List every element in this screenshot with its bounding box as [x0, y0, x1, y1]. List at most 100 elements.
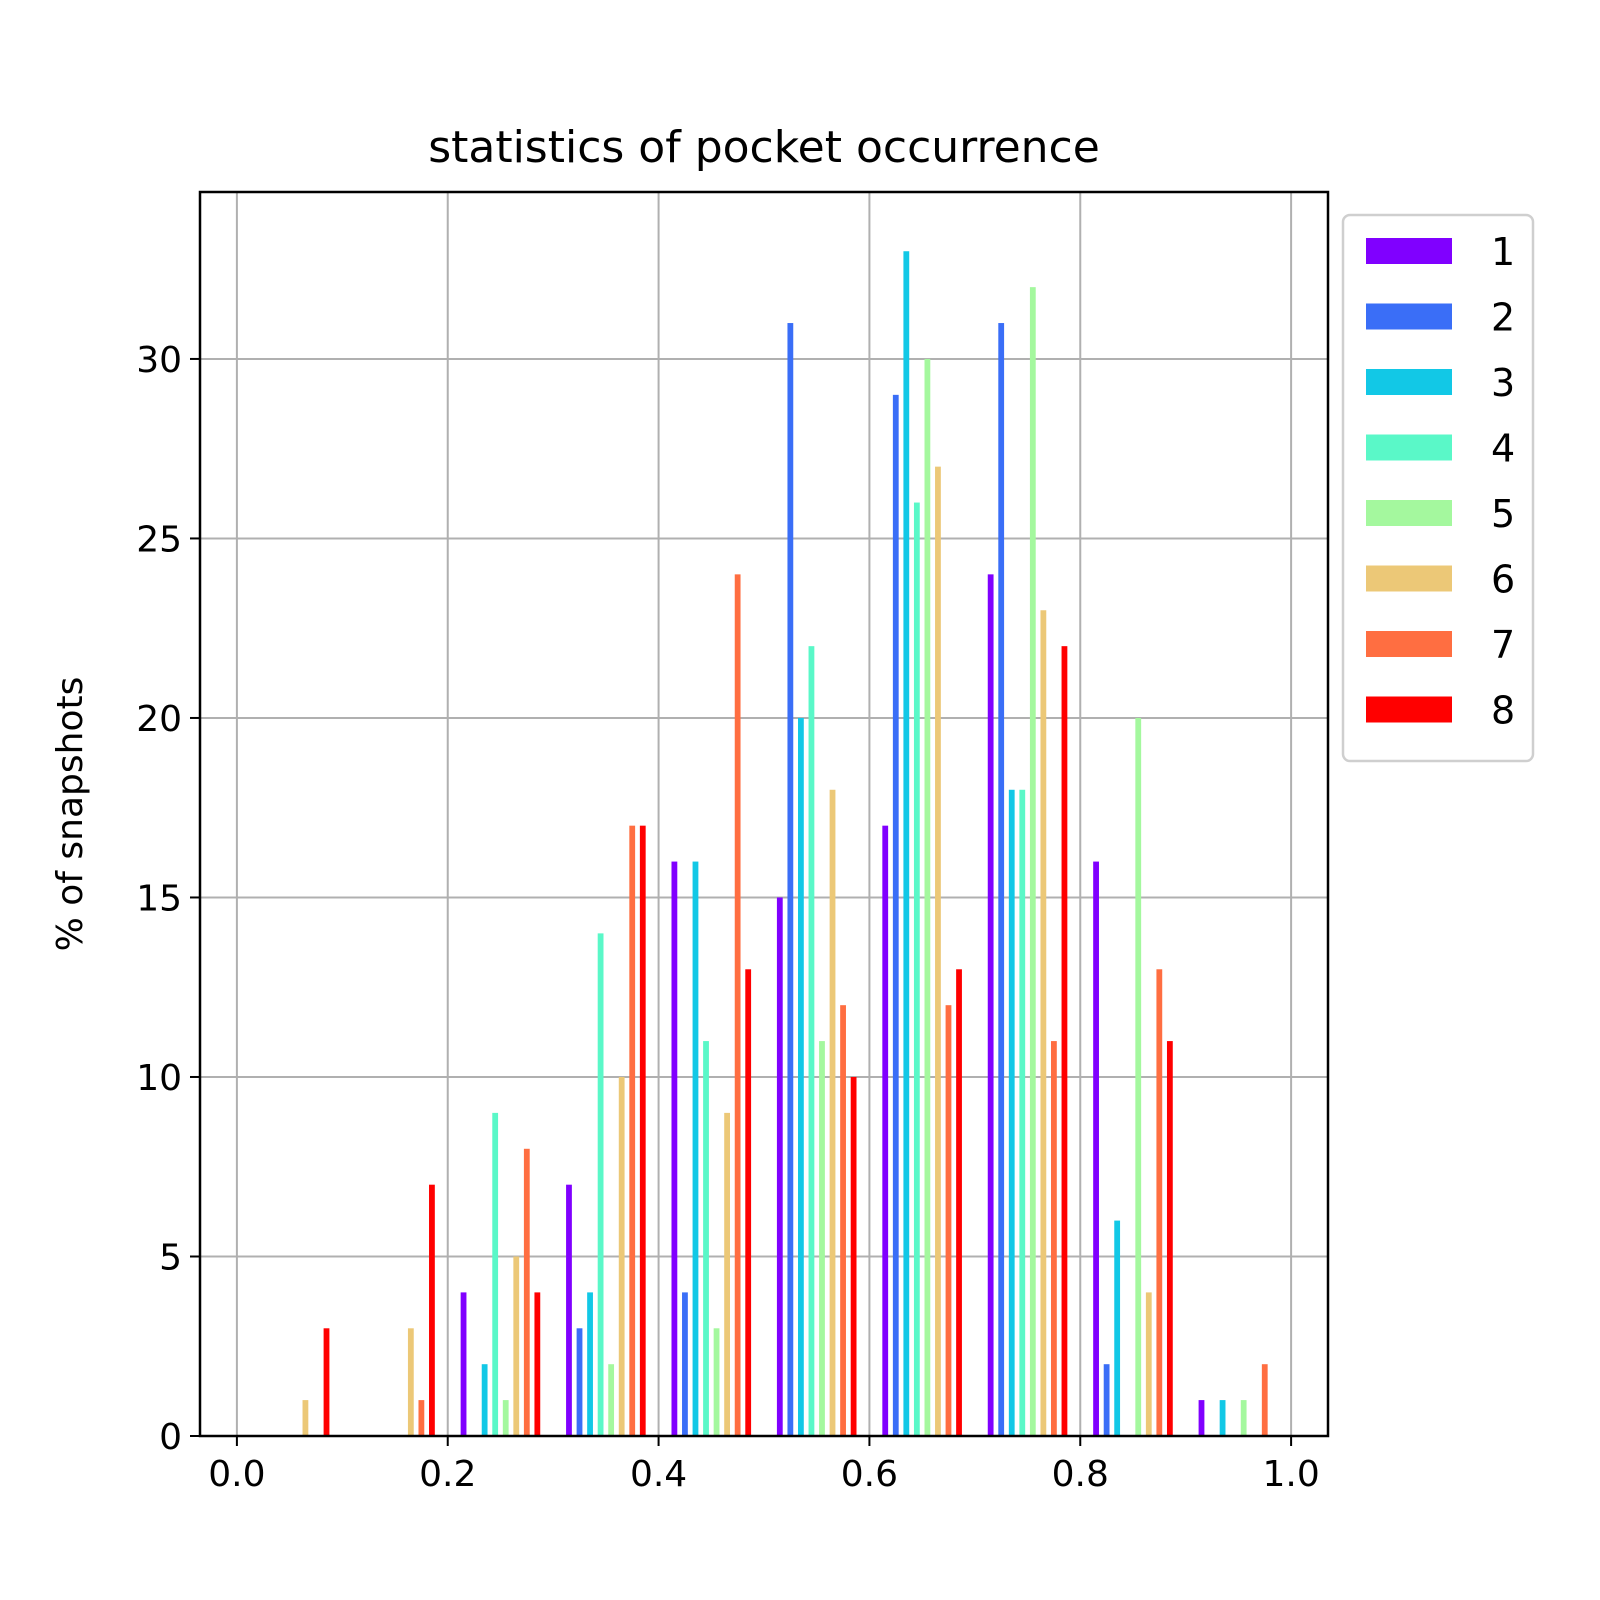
legend: 1 2 3 4 5 6 7 8	[1341, 213, 1535, 763]
legend-swatch-3	[1366, 369, 1452, 395]
bar-series-5	[502, 1400, 509, 1436]
x-tick-label: 0.4	[630, 1454, 687, 1495]
legend-label-1: 1	[1491, 230, 1515, 274]
y-tick-label: 15	[136, 878, 182, 919]
bar-series-3	[1219, 1400, 1226, 1436]
bar-series-3	[587, 1292, 593, 1436]
bar-series-7	[1156, 969, 1163, 1436]
legend-swatch-6	[1366, 565, 1452, 592]
bar-series-7	[523, 1148, 530, 1436]
bar-series-2	[682, 1292, 688, 1436]
legend-label-4: 4	[1491, 427, 1515, 471]
bar-series-7	[629, 825, 636, 1436]
bars	[302, 251, 1268, 1437]
legend-label-7: 7	[1491, 623, 1515, 667]
bar-series-8	[956, 969, 962, 1436]
bar-series-8	[323, 1328, 330, 1436]
bar-series-6	[829, 789, 836, 1436]
bar-series-6	[1145, 1292, 1152, 1436]
bar-series-7	[1051, 1041, 1057, 1436]
y-tick-label: 10	[136, 1058, 182, 1099]
legend-swatch-8	[1366, 696, 1452, 723]
legend-label-8: 8	[1491, 689, 1515, 733]
bar-series-8	[1061, 646, 1068, 1436]
y-tick-label: 5	[159, 1237, 182, 1278]
legend-swatch-2	[1366, 303, 1452, 330]
bar-series-5	[1240, 1400, 1247, 1436]
y-tick-label: 20	[136, 699, 182, 740]
bar-series-5	[819, 1041, 825, 1436]
bar-series-5	[924, 358, 931, 1436]
bar-series-2	[998, 323, 1005, 1436]
bar-series-6	[302, 1400, 309, 1436]
bar-series-3	[903, 251, 910, 1437]
legend-label-2: 2	[1491, 296, 1515, 340]
legend-swatch-7	[1366, 631, 1452, 657]
bar-series-2	[892, 394, 899, 1437]
y-tick-label: 25	[136, 519, 182, 560]
bar-series-3	[1114, 1220, 1121, 1436]
bar-series-6	[618, 1076, 625, 1436]
bar-series-8	[1166, 1041, 1173, 1436]
bar-series-3	[1008, 789, 1015, 1436]
legend-frame	[1341, 213, 1535, 763]
plot-frame	[198, 190, 1330, 1438]
bar-series-1	[566, 1184, 572, 1436]
bar-series-4	[597, 933, 604, 1436]
bar-series-3	[797, 717, 804, 1436]
bar-series-3	[481, 1364, 488, 1436]
bar-series-4	[1019, 789, 1026, 1436]
legend-swatch-5	[1366, 500, 1452, 526]
bar-series-8	[534, 1292, 541, 1436]
bar-series-7	[1261, 1364, 1268, 1436]
axis-ticks: 0.0 0.2 0.4 0.6 0.8 1.0 0 5 10 15 20 25 30	[136, 340, 1320, 1495]
bar-series-2	[576, 1328, 583, 1436]
bar-series-6	[1040, 610, 1047, 1436]
bar-series-5	[1029, 287, 1036, 1436]
bar-series-4	[492, 1112, 499, 1436]
bar-series-3	[692, 861, 699, 1436]
bar-series-8	[639, 825, 646, 1436]
bar-series-2	[1103, 1364, 1110, 1436]
bar-series-7	[840, 1005, 846, 1436]
bar-series-4	[808, 646, 815, 1436]
legend-swatch-4	[1366, 434, 1452, 461]
bar-series-6	[935, 466, 941, 1436]
y-axis-label: % of snapshots	[50, 677, 91, 952]
bar-series-1	[460, 1292, 467, 1436]
bar-series-8	[745, 969, 752, 1436]
x-tick-label: 0.0	[208, 1454, 265, 1495]
bar-series-1	[776, 897, 783, 1436]
x-tick-label: 0.2	[419, 1454, 476, 1495]
bar-series-1	[1198, 1400, 1205, 1436]
bar-series-7	[945, 1005, 952, 1436]
x-tick-label: 0.8	[1052, 1454, 1109, 1495]
bar-series-4	[913, 502, 920, 1436]
bar-series-5	[713, 1328, 720, 1436]
bar-series-5	[1135, 717, 1142, 1436]
bar-series-6	[513, 1256, 520, 1436]
bar-series-6	[724, 1112, 731, 1436]
bar-series-1	[671, 861, 678, 1436]
bar-series-1	[987, 574, 994, 1436]
bar-series-6	[407, 1328, 414, 1436]
y-tick-label: 0	[159, 1417, 182, 1458]
legend-swatch-1	[1366, 238, 1452, 264]
legend-label-5: 5	[1491, 492, 1515, 536]
legend-label-3: 3	[1491, 361, 1515, 405]
bar-series-4	[703, 1041, 709, 1436]
bar-series-2	[787, 323, 794, 1436]
bar-series-1	[1093, 861, 1099, 1436]
chart-title: statistics of pocket occurrence	[428, 122, 1100, 173]
bar-series-7	[734, 574, 741, 1436]
bar-series-1	[882, 825, 889, 1436]
x-tick-label: 1.0	[1262, 1454, 1319, 1495]
bar-series-7	[418, 1400, 425, 1436]
y-tick-label: 30	[136, 340, 182, 381]
bar-series-8	[850, 1076, 857, 1436]
legend-label-6: 6	[1491, 558, 1515, 602]
x-tick-label: 0.6	[841, 1454, 898, 1495]
bar-series-8	[429, 1184, 435, 1436]
bar-series-5	[608, 1364, 615, 1436]
